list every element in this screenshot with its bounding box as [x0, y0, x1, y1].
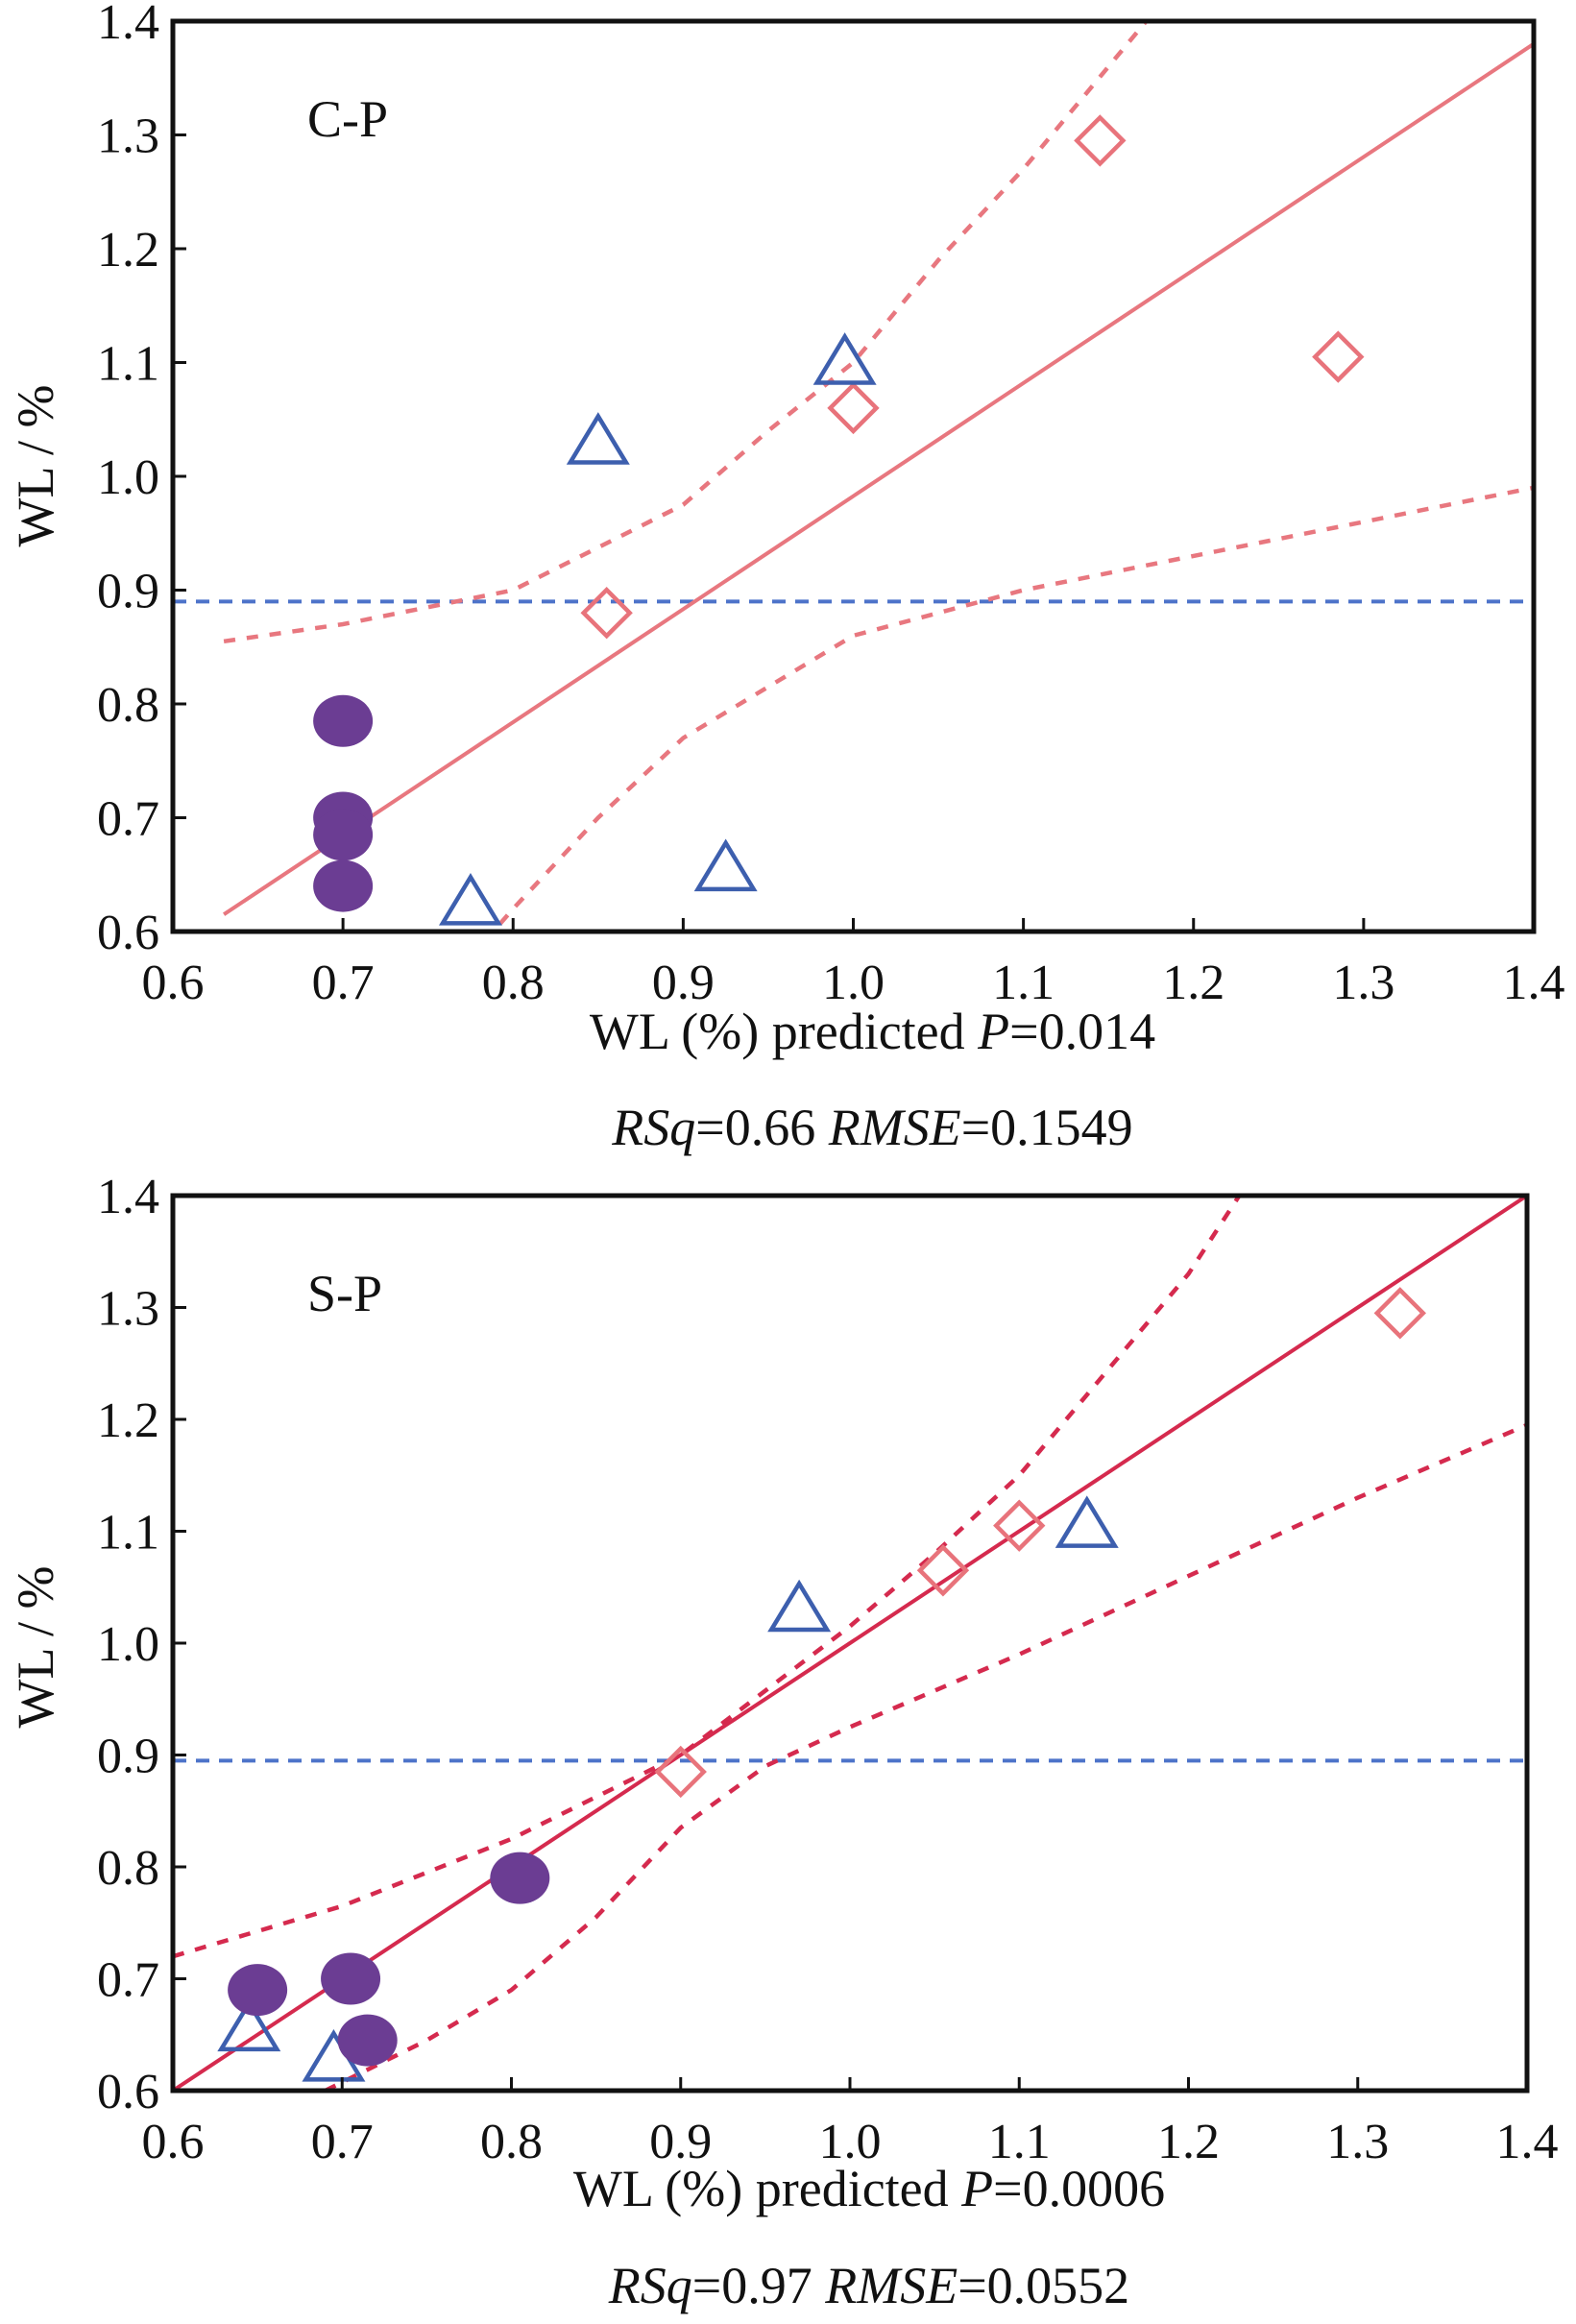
- circle-point: [313, 694, 374, 747]
- label-segment: =0.0552: [958, 2257, 1129, 2314]
- y-tick-label: 1.3: [97, 1282, 159, 1337]
- y-tick-label: 1.4: [97, 0, 159, 50]
- x-axis-label: WL (%) predicted P=0.014: [590, 1003, 1155, 1060]
- label-segment: =0.1549: [961, 1099, 1133, 1156]
- y-tick-label: 1.2: [97, 1393, 159, 1448]
- circle-point: [228, 1964, 288, 2017]
- diamond-point: [827, 381, 880, 435]
- x-tick-label: 0.6: [142, 956, 205, 1010]
- x-tick-label: 1.0: [819, 2115, 882, 2169]
- y-tick-label: 0.6: [97, 2065, 159, 2119]
- circle-point: [337, 2014, 398, 2067]
- y-tick-label: 1.1: [97, 337, 159, 392]
- triangle-point: [438, 873, 502, 926]
- y-tick-label: 1.3: [97, 109, 159, 164]
- diamond-point: [1373, 1287, 1426, 1340]
- label-segment: RSq: [611, 1099, 695, 1156]
- diamond-point: [916, 1544, 970, 1597]
- label-segment: P: [977, 1003, 1009, 1060]
- x-tick-label: 1.3: [1332, 956, 1394, 1010]
- label-segment: RMSE: [824, 2257, 958, 2314]
- upper-confidence-band: [223, 21, 1150, 644]
- circle-point: [321, 1952, 381, 2005]
- label-segment: WL (%) predicted: [590, 1003, 978, 1060]
- x-tick-label: 1.2: [1157, 2115, 1220, 2169]
- upper-confidence-band: [173, 1196, 1242, 1959]
- plot-area: [173, 1196, 1527, 2091]
- triangle-point: [217, 1998, 281, 2052]
- regression-line: [173, 1196, 1527, 2091]
- x-tick-label: 1.1: [988, 2115, 1051, 2169]
- diamond-point: [1312, 330, 1365, 383]
- y-tick-label: 0.6: [97, 906, 159, 960]
- label-segment: =0.014: [1009, 1003, 1155, 1060]
- chart-panel-cp: 0.6 0.7 0.8 0.9 1.0 1.1 1.2 1.3 1.4 0.6 0.7 0.8 0.9 1…: [7, 0, 1565, 1156]
- y-tick-label: 1.4: [97, 1170, 159, 1224]
- triangle-point: [812, 332, 877, 385]
- x-tick-label: 0.8: [480, 2115, 543, 2169]
- panel-label: S-P: [307, 1265, 382, 1322]
- lower-confidence-band: [324, 1422, 1527, 2091]
- x-tick-label: 1.2: [1162, 956, 1224, 1010]
- stats-line: RSq=0.97 RMSE=0.0552: [608, 2257, 1129, 2314]
- label-segment: =0.0006: [993, 2160, 1165, 2217]
- label-segment: =0.97: [692, 2257, 825, 2314]
- x-tick-label: 1.4: [1496, 2115, 1559, 2169]
- x-tick-label: 0.9: [652, 956, 715, 1010]
- x-tick-label: 0.6: [142, 2115, 205, 2169]
- y-tick-label: 0.7: [97, 1953, 159, 2008]
- label-segment: RSq: [608, 2257, 692, 2314]
- label-segment: WL (%) predicted: [573, 2160, 961, 2217]
- y-tick-label: 1.0: [97, 450, 159, 505]
- triangle-point: [1055, 1495, 1119, 1548]
- x-tick-label: 0.7: [311, 2115, 374, 2169]
- y-tick-label: 1.2: [97, 223, 159, 278]
- circle-point: [313, 809, 374, 861]
- diamond-point: [1074, 114, 1127, 167]
- circle-point: [490, 1852, 550, 1904]
- diamond-point: [580, 587, 633, 640]
- x-tick-label: 1.3: [1326, 2115, 1389, 2169]
- y-tick-label: 1.0: [97, 1617, 159, 1672]
- regression-line: [222, 42, 1534, 916]
- y-tick-label: 1.1: [97, 1506, 159, 1561]
- x-tick-label: 1.0: [822, 956, 885, 1010]
- y-tick-label: 0.8: [97, 678, 159, 733]
- stats-line: RSq=0.66 RMSE=0.1549: [611, 1099, 1132, 1156]
- circle-point: [313, 859, 374, 912]
- chart-panel-sp: 0.6 0.7 0.8 0.9 1.0 1.1 1.2 1.3 1.4 0.6 0.7 0.8 0.9 1…: [7, 1170, 1559, 2314]
- x-tick-label: 0.9: [649, 2115, 712, 2169]
- y-tick-label: 0.8: [97, 1841, 159, 1896]
- lower-confidence-band: [490, 485, 1534, 932]
- y-tick-label: 0.7: [97, 792, 159, 847]
- plot-area: [173, 21, 1534, 932]
- x-tick-label: 0.8: [482, 956, 545, 1010]
- x-tick-label: 1.1: [992, 956, 1055, 1010]
- y-axis-label: WL / %: [7, 1566, 64, 1729]
- panel-label: C-P: [307, 90, 388, 148]
- y-tick-label: 0.9: [97, 1730, 159, 1784]
- x-tick-label: 0.7: [312, 956, 375, 1010]
- x-tick-label: 1.4: [1503, 956, 1565, 1010]
- label-segment: =0.66: [695, 1099, 828, 1156]
- triangle-point: [693, 838, 758, 892]
- label-segment: P: [960, 2160, 993, 2217]
- plot-frame: [170, 18, 1537, 934]
- y-tick-label: 0.9: [97, 565, 159, 619]
- triangle-point: [767, 1579, 832, 1633]
- label-segment: RMSE: [828, 1099, 961, 1156]
- diamond-point: [654, 1745, 707, 1799]
- y-axis-label: WL / %: [7, 385, 64, 547]
- triangle-point: [566, 412, 630, 465]
- x-axis-label: WL (%) predicted P=0.0006: [573, 2160, 1165, 2217]
- diamond-point: [993, 1499, 1046, 1552]
